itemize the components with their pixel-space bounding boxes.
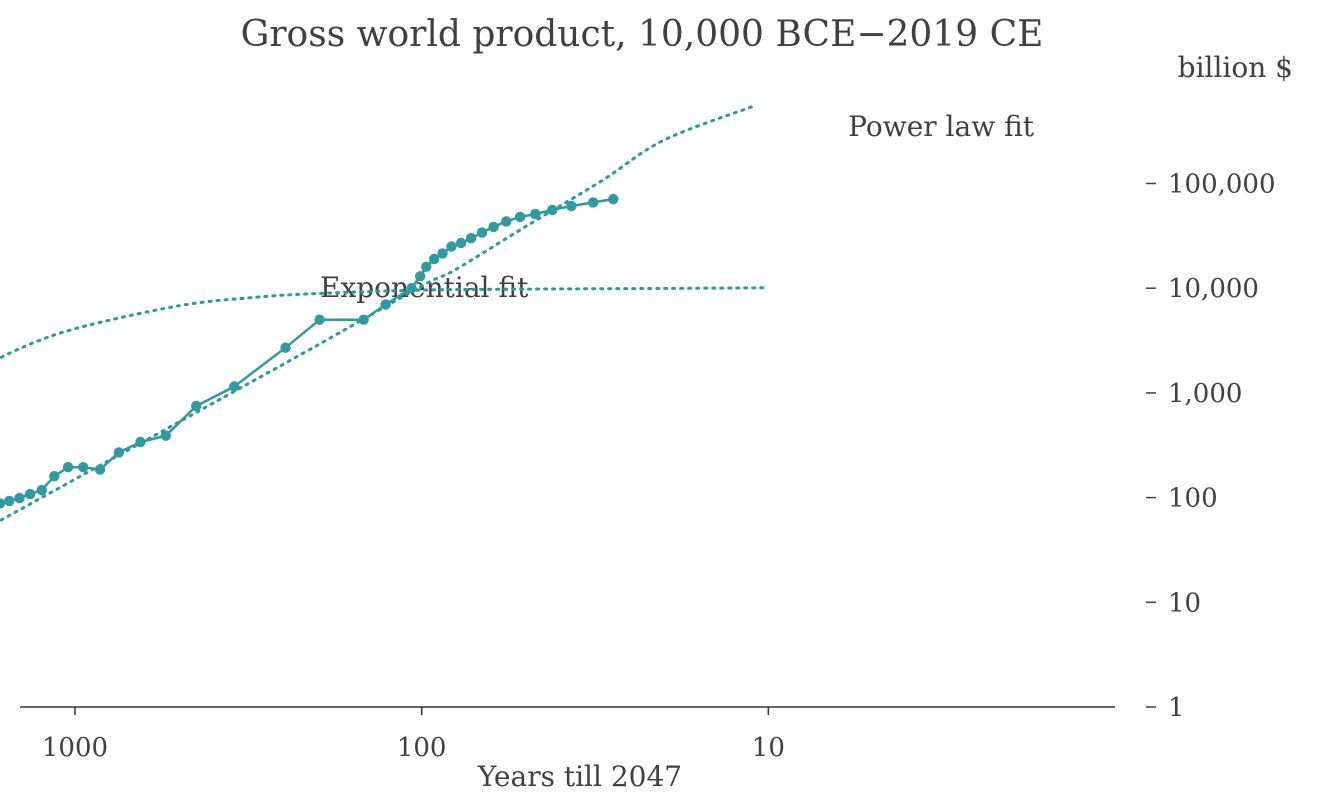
gwp-data-point [24, 488, 36, 500]
x-tick-label: 1000 [42, 733, 108, 763]
y-tick-label: 10,000 [1168, 274, 1259, 304]
gwp-data-point [94, 464, 106, 475]
gwp-data-point [566, 200, 577, 212]
gwp-data-point [49, 471, 60, 482]
gwp-data-point [514, 211, 526, 223]
gwp-data-point [280, 342, 291, 353]
gwp-data-point [476, 227, 488, 238]
gwp-data-point [446, 241, 457, 252]
y-tick-label: 1 [1168, 693, 1185, 723]
gwp-data-point [314, 314, 325, 325]
gwp-data-point [415, 271, 426, 282]
gwp-data-point [608, 193, 619, 205]
exponential-fit-line [0, 286, 770, 360]
gwp-data-point [421, 261, 432, 272]
x-axis-label: Years till 2047 [477, 760, 682, 793]
gwp-data-point [437, 248, 448, 259]
y-axis-label: billion $ [1178, 51, 1293, 84]
gwp-data-point [191, 400, 202, 412]
x-tick-label: 10 [752, 733, 785, 763]
gwp-data-point [358, 314, 369, 325]
gwp-data-point [4, 495, 15, 507]
gwp-data-point [455, 237, 467, 249]
gwp-data-point [530, 208, 541, 220]
chart-title: Gross world product, 10,000 BCE−2019 CE [241, 14, 1044, 55]
data-series [0, 193, 619, 509]
y-tick-label: 100,000 [1168, 170, 1276, 200]
y-tick-label: 10 [1168, 588, 1201, 618]
gwp-data-point [229, 381, 240, 392]
power-law-fit-line [0, 104, 756, 523]
y-tick-label: 1,000 [1168, 379, 1242, 409]
y-axis: 1 10 100 1,000 10,000 100,000 [1146, 170, 1276, 723]
gwp-data-point [429, 253, 440, 265]
gwp-data-point [36, 484, 47, 496]
gwp-data-point [113, 447, 125, 458]
gwp-data-point [0, 498, 6, 509]
gwp-data-point [406, 283, 417, 294]
gwp-data-point [135, 436, 146, 448]
gwp-data-point [501, 216, 512, 227]
gwp-data-point [465, 233, 477, 244]
gwp-data-point [14, 492, 25, 504]
gwp-data-point [488, 221, 499, 233]
gwp-data-point [380, 299, 391, 310]
gwp-data-point [62, 462, 74, 473]
x-tick-label: 100 [397, 733, 447, 763]
gwp-data-point [588, 197, 599, 208]
gwp-data-point [78, 462, 89, 473]
power-law-fit-label: Power law fit [848, 110, 1035, 143]
gwp-data-point [160, 430, 171, 441]
x-axis: 10000100010010 [42, 707, 785, 763]
fit-lines [0, 104, 770, 523]
y-tick-label: 100 [1168, 484, 1218, 514]
gwp-data-point [547, 204, 558, 216]
